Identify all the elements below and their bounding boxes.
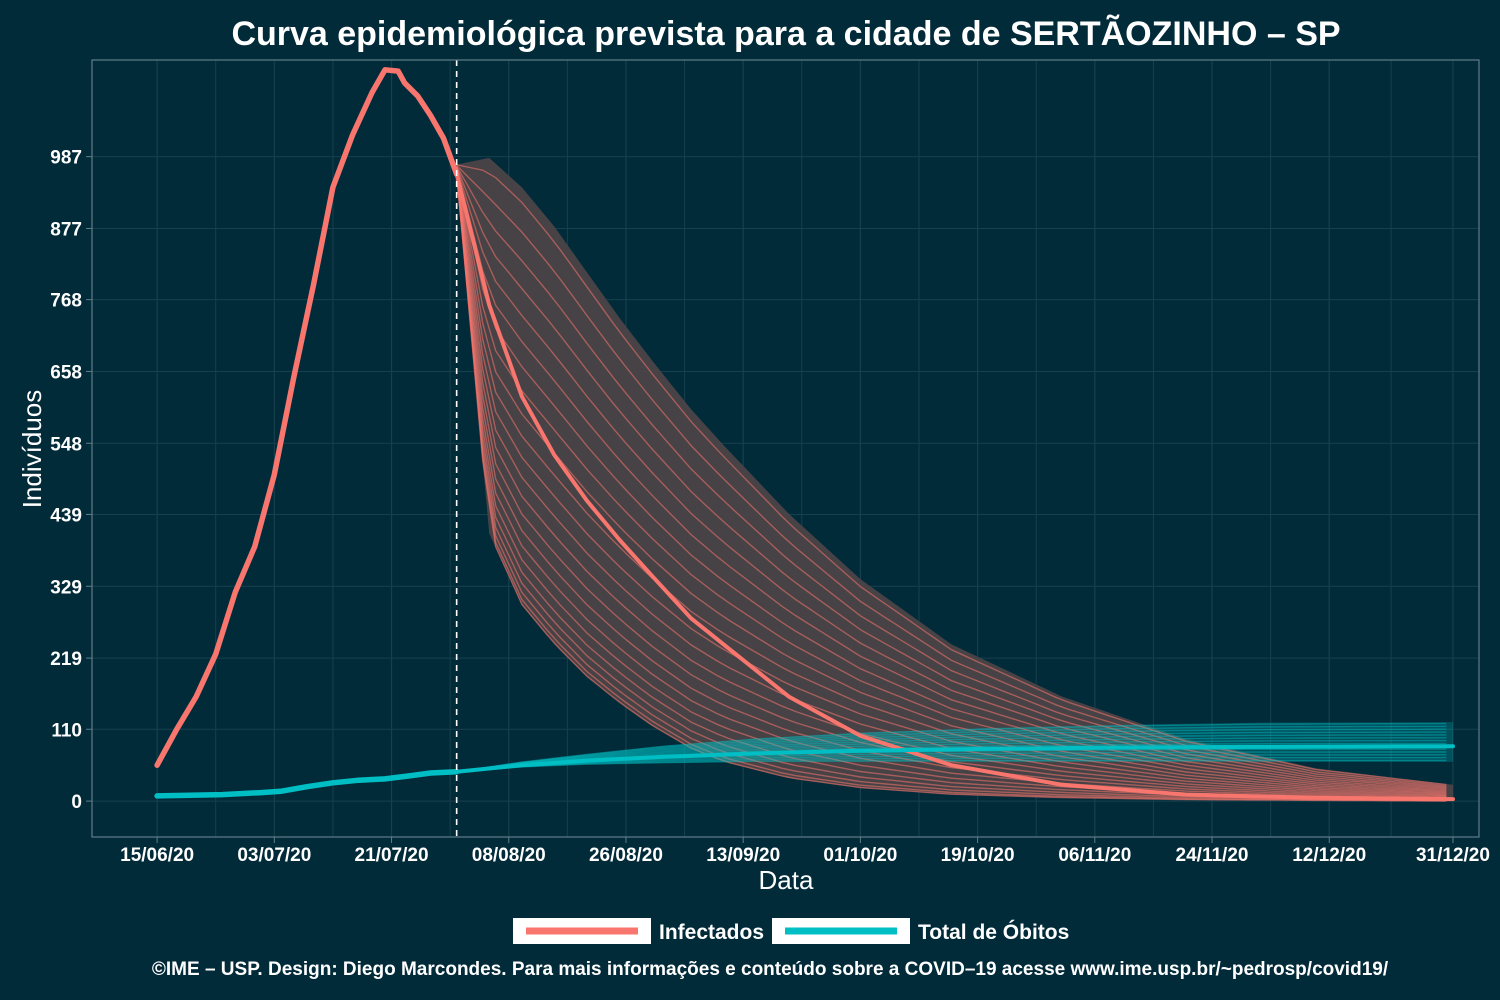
scenario-line-infectados [456, 164, 1447, 786]
footer-credit: ©IME – USP. Design: Diego Marcondes. Par… [152, 959, 1389, 980]
scenario-line-infectados [456, 169, 1447, 794]
scenario-line-obitos [456, 754, 1447, 773]
scenario-line-infectados [456, 165, 1447, 788]
infectados-observed-line [154, 67, 460, 768]
scenario-line-infectados [456, 166, 1447, 789]
obitos-observed-line [154, 768, 460, 799]
x-tick-label: 24/11/20 [1176, 845, 1249, 866]
x-tick-label: 13/09/20 [706, 845, 780, 866]
series-lines [154, 60, 1455, 837]
x-tick-label: 08/08/20 [472, 845, 546, 866]
scenario-line-infectados [456, 170, 1447, 796]
y-tick-label: 768 [50, 291, 82, 312]
scenario-line-obitos [456, 737, 1447, 773]
x-tick-label: 21/07/20 [355, 845, 429, 866]
infectados-forecast-median-line [454, 172, 1455, 802]
x-axis-label: Data [759, 865, 814, 895]
scenario-line-obitos [456, 756, 1447, 773]
x-tick-label: 26/08/20 [589, 845, 663, 866]
y-tick-label: 658 [50, 362, 82, 383]
scenario-line-obitos [456, 739, 1447, 773]
x-tick-label: 19/10/20 [941, 845, 1015, 866]
scenario-line-infectados [456, 172, 1447, 798]
y-tick-label: 0 [71, 792, 82, 813]
x-tick-label: 12/12/20 [1292, 845, 1366, 866]
scenario-line-obitos [456, 722, 1447, 773]
scenario-line-infectados [456, 172, 1447, 800]
obitos-forecast-median-line [454, 744, 1455, 774]
y-tick-label: 329 [50, 577, 82, 598]
scenario-line-infectados [456, 173, 1447, 802]
y-tick-label: 877 [50, 219, 82, 240]
scenario-line-obitos [456, 734, 1447, 773]
scenario-line-infectados [456, 169, 1447, 793]
x-tick-label: 03/07/20 [237, 845, 311, 866]
x-tick-label: 31/12/20 [1416, 845, 1490, 866]
confidence-bands [456, 157, 1453, 802]
scenario-line-infectados [456, 171, 1447, 798]
scenario-line-infectados [456, 170, 1447, 795]
scenario-line-infectados [456, 167, 1447, 790]
scenario-line-infectados [456, 172, 1447, 799]
scenario-line-infectados [456, 167, 1447, 791]
legend: Infectados Total de Óbitos [513, 918, 1069, 944]
band-infectados [456, 157, 1453, 802]
chart-title: Curva epidemiológica prevista para a cid… [231, 15, 1340, 53]
y-axis-label: Indivíduos [17, 390, 47, 509]
scenario-line-infectados [456, 168, 1447, 792]
scenario-line-infectados [456, 174, 1447, 802]
plot-panel-border [91, 59, 1480, 838]
x-tick-label: 15/06/20 [120, 845, 194, 866]
scenario-line-obitos [456, 728, 1447, 773]
axis-ticks: 0 110 219 329 439 548 658 768 877 987 15/06/20 03/0… [50, 148, 1490, 866]
y-tick-label: 439 [50, 505, 82, 526]
band-obitos [456, 722, 1453, 772]
scenario-line-obitos [456, 725, 1447, 773]
scenario-line-infectados [456, 165, 1447, 787]
scenario-line-obitos [456, 731, 1447, 773]
y-tick-label: 987 [50, 148, 82, 169]
y-tick-label: 548 [50, 434, 82, 455]
x-tick-label: 06/11/20 [1058, 845, 1131, 866]
y-tick-label: 110 [51, 720, 82, 741]
y-tick-label: 219 [50, 649, 82, 670]
x-tick-label: 01/10/20 [823, 845, 897, 866]
scenario-line-obitos [456, 759, 1447, 773]
legend-label-infectados: Infectados [659, 921, 764, 944]
legend-label-obitos: Total de Óbitos [918, 920, 1069, 944]
